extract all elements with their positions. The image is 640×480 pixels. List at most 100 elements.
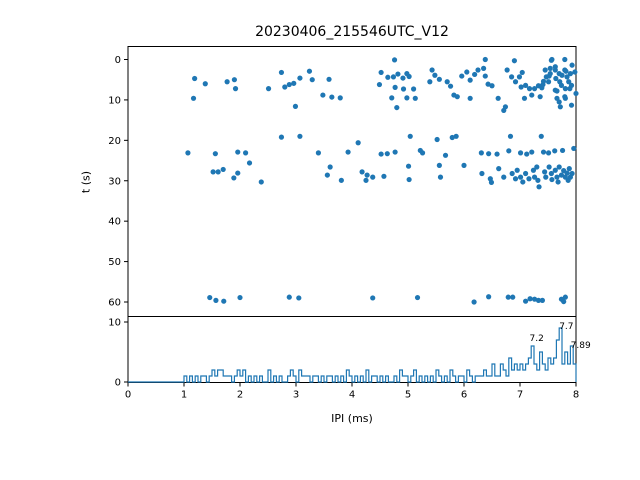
data-point xyxy=(478,150,484,156)
tick-label: 40 xyxy=(108,217,121,228)
data-point xyxy=(514,167,520,173)
data-point xyxy=(479,170,485,177)
data-point xyxy=(436,162,442,168)
data-point xyxy=(405,163,412,169)
data-point xyxy=(364,172,370,178)
data-point xyxy=(523,170,529,177)
data-point xyxy=(507,133,514,139)
data-point xyxy=(540,78,547,84)
data-point xyxy=(329,94,335,100)
data-point xyxy=(510,294,516,300)
data-point xyxy=(504,67,510,73)
data-point xyxy=(475,67,481,73)
data-point xyxy=(549,176,555,183)
data-point xyxy=(545,79,552,85)
tick-label: 3 xyxy=(293,390,299,401)
data-point xyxy=(530,167,537,173)
data-point xyxy=(527,296,533,302)
x-ticks: 0 1 2 3 4 5 6 7 8 xyxy=(125,382,579,401)
data-point xyxy=(412,95,418,101)
data-point xyxy=(471,299,477,305)
scatter-y-ticks: 0 10 20 30 40 50 60 xyxy=(108,55,128,309)
data-point xyxy=(461,162,467,168)
tick-label: 10 xyxy=(108,318,121,329)
data-point xyxy=(555,179,561,185)
data-point xyxy=(502,104,509,110)
data-point xyxy=(559,147,566,154)
data-point xyxy=(406,73,412,80)
data-point xyxy=(542,67,548,73)
data-point xyxy=(232,86,239,92)
tick-label: 6 xyxy=(461,390,467,401)
x-axis-label: IPI (ms) xyxy=(331,412,373,425)
data-point xyxy=(400,86,407,92)
data-point xyxy=(566,79,572,85)
data-point xyxy=(278,134,285,140)
data-point xyxy=(523,82,529,88)
data-point xyxy=(309,77,315,83)
data-point xyxy=(327,164,333,170)
data-point xyxy=(536,184,542,190)
tick-label: 0 xyxy=(115,55,121,66)
data-point xyxy=(542,169,548,175)
data-point xyxy=(265,86,272,92)
data-point xyxy=(501,174,507,180)
data-point xyxy=(324,172,330,178)
data-point xyxy=(486,294,492,300)
data-point xyxy=(526,86,533,92)
data-point xyxy=(488,179,495,185)
data-point xyxy=(481,65,487,71)
data-point xyxy=(389,95,395,101)
tick-label: 0 xyxy=(115,378,121,389)
data-point xyxy=(562,86,568,92)
data-point xyxy=(385,74,391,80)
data-point xyxy=(192,75,198,82)
tick-label: 20 xyxy=(108,136,121,147)
tick-label: 1 xyxy=(181,390,187,401)
data-point xyxy=(494,151,500,157)
data-point xyxy=(482,73,488,79)
data-point xyxy=(556,99,562,105)
data-point xyxy=(286,294,292,300)
data-point xyxy=(529,149,535,155)
data-point xyxy=(464,69,470,75)
data-point xyxy=(516,74,523,80)
data-point xyxy=(434,136,440,143)
data-point xyxy=(447,83,454,89)
data-point xyxy=(572,69,578,75)
data-point xyxy=(517,150,524,156)
tick-label: 8 xyxy=(573,390,579,401)
data-point xyxy=(557,104,563,110)
data-point xyxy=(210,169,216,175)
data-point xyxy=(543,174,549,180)
histogram-y-ticks: 0 10 xyxy=(108,318,128,389)
tick-label: 4 xyxy=(349,390,355,401)
data-point xyxy=(517,174,524,180)
data-point xyxy=(524,151,530,157)
data-point xyxy=(231,77,237,83)
tick-label: 60 xyxy=(108,298,121,309)
data-point xyxy=(545,150,552,156)
tick-label: 30 xyxy=(108,176,121,187)
data-point xyxy=(384,151,390,157)
data-point xyxy=(376,81,383,88)
data-point xyxy=(355,140,361,146)
data-point xyxy=(509,74,515,80)
data-point xyxy=(390,74,397,80)
data-point xyxy=(394,104,400,111)
data-point xyxy=(292,103,299,109)
data-point xyxy=(320,92,326,98)
data-point xyxy=(509,170,515,177)
data-point xyxy=(444,79,450,85)
data-point xyxy=(419,150,426,156)
data-point xyxy=(529,92,535,98)
data-point xyxy=(552,167,558,173)
data-point xyxy=(552,67,558,73)
data-point xyxy=(554,174,560,180)
data-point xyxy=(246,160,253,166)
tick-label: 2 xyxy=(237,390,243,401)
data-point xyxy=(563,68,569,74)
peak-annotation: 7.2 xyxy=(530,334,544,344)
